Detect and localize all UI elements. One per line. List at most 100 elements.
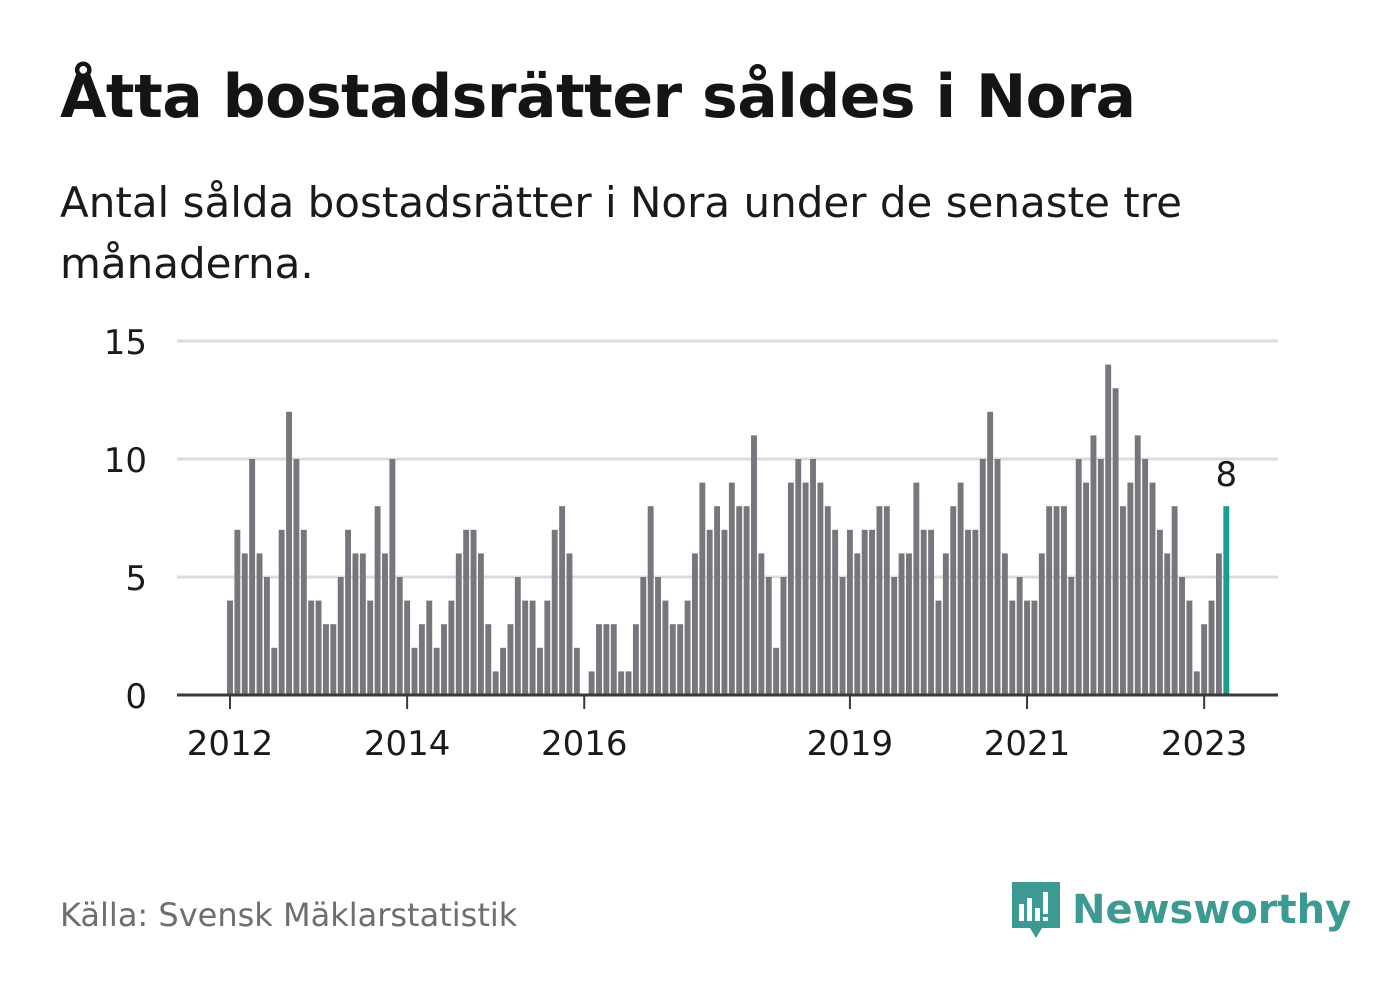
bar (662, 600, 669, 695)
bar (1171, 506, 1178, 695)
bar (1105, 364, 1112, 695)
bar (1075, 459, 1082, 695)
bar (743, 506, 750, 695)
bar (1038, 553, 1045, 695)
bar (544, 600, 551, 695)
bar (765, 577, 772, 695)
bar (721, 529, 728, 695)
bar (736, 506, 743, 695)
bar (684, 600, 691, 695)
bar-highlight (1223, 506, 1230, 695)
bar (300, 529, 307, 695)
bar (1156, 529, 1163, 695)
y-tick-label: 15 (104, 323, 147, 363)
bar (972, 529, 979, 695)
bar (293, 459, 300, 695)
bar (817, 482, 824, 695)
bar (846, 529, 853, 695)
bar (470, 529, 477, 695)
bar (1186, 600, 1193, 695)
bar (728, 482, 735, 695)
bar (1193, 671, 1200, 695)
bar (1134, 435, 1141, 695)
bar (1164, 553, 1171, 695)
bar (263, 577, 270, 695)
bar (330, 624, 337, 695)
bar (994, 459, 1001, 695)
y-tick-label: 5 (125, 559, 147, 599)
bar (677, 624, 684, 695)
bar (920, 529, 927, 695)
chart-title: Åtta bostadsrätter såldes i Nora (60, 62, 1136, 132)
bar (418, 624, 425, 695)
bar (345, 529, 352, 695)
bar (957, 482, 964, 695)
bar (500, 647, 507, 695)
bar (965, 529, 971, 695)
bar (935, 600, 942, 695)
bar (979, 459, 986, 695)
bar (618, 671, 625, 695)
bar (1031, 600, 1038, 695)
highlight-value-label: 8 (1215, 455, 1237, 495)
bar (1009, 600, 1016, 695)
bar (448, 600, 455, 695)
x-axis-labels: 2012 2014 2016 2019 2021 2023 (187, 724, 1248, 764)
newsworthy-logo-icon (1012, 882, 1060, 938)
bar (928, 529, 935, 695)
bar (551, 529, 558, 695)
bar (315, 600, 322, 695)
bar (426, 600, 433, 695)
bar (308, 600, 315, 695)
bar (322, 624, 329, 695)
bar (906, 553, 912, 695)
bar (492, 671, 499, 695)
x-tick-label: 2019 (807, 724, 894, 764)
bar (249, 459, 256, 695)
bar (883, 506, 890, 695)
bar (374, 506, 381, 695)
bar (699, 482, 706, 695)
bar (1090, 435, 1097, 695)
bar (891, 577, 898, 695)
bar (691, 553, 698, 695)
bar (1016, 577, 1023, 695)
bar (573, 647, 580, 695)
bar (1142, 459, 1149, 695)
bar (433, 647, 440, 695)
bar (1120, 506, 1126, 695)
bar (1068, 577, 1075, 695)
bar (404, 600, 411, 695)
bar (1179, 577, 1185, 695)
source-text: Källa: Svensk Mäklarstatistik (60, 896, 518, 934)
bar (810, 459, 816, 695)
bar (647, 506, 654, 695)
bar (655, 577, 661, 695)
y-tick-label: 0 (125, 677, 147, 717)
chart-subtitle: Antal sålda bostadsrätter i Nora under d… (60, 178, 1182, 288)
bar (832, 529, 839, 695)
bar (640, 577, 647, 695)
bar (529, 600, 536, 695)
bar (861, 529, 868, 695)
bar (256, 553, 263, 695)
bar (625, 671, 632, 695)
bar (632, 624, 639, 695)
bar (1112, 388, 1119, 695)
x-tick-label: 2021 (984, 724, 1071, 764)
y-tick-label: 10 (104, 441, 147, 481)
x-tick-label: 2012 (187, 724, 274, 764)
bar (706, 529, 713, 695)
bar (780, 577, 787, 695)
bar (286, 411, 292, 695)
bar (839, 577, 846, 695)
bar (610, 624, 617, 695)
bar (898, 553, 905, 695)
bar (913, 482, 920, 695)
bars (227, 364, 1230, 695)
bar (669, 624, 676, 695)
bar (559, 506, 566, 695)
bar (1083, 482, 1090, 695)
bar (1215, 553, 1222, 695)
bar (1024, 600, 1030, 695)
